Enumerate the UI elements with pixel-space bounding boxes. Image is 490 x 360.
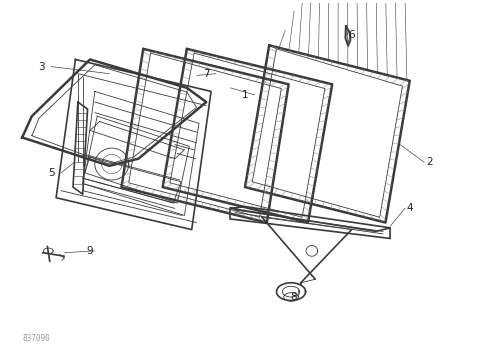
Text: 6: 6	[348, 30, 355, 40]
Text: 837090: 837090	[22, 334, 50, 343]
Text: 5: 5	[48, 168, 54, 178]
Text: 2: 2	[426, 157, 432, 167]
Text: 1: 1	[242, 90, 248, 100]
Text: 7: 7	[203, 69, 210, 79]
Text: 3: 3	[38, 62, 45, 72]
Text: 4: 4	[406, 203, 413, 213]
Text: 9: 9	[87, 246, 93, 256]
Text: 8: 8	[290, 292, 297, 302]
